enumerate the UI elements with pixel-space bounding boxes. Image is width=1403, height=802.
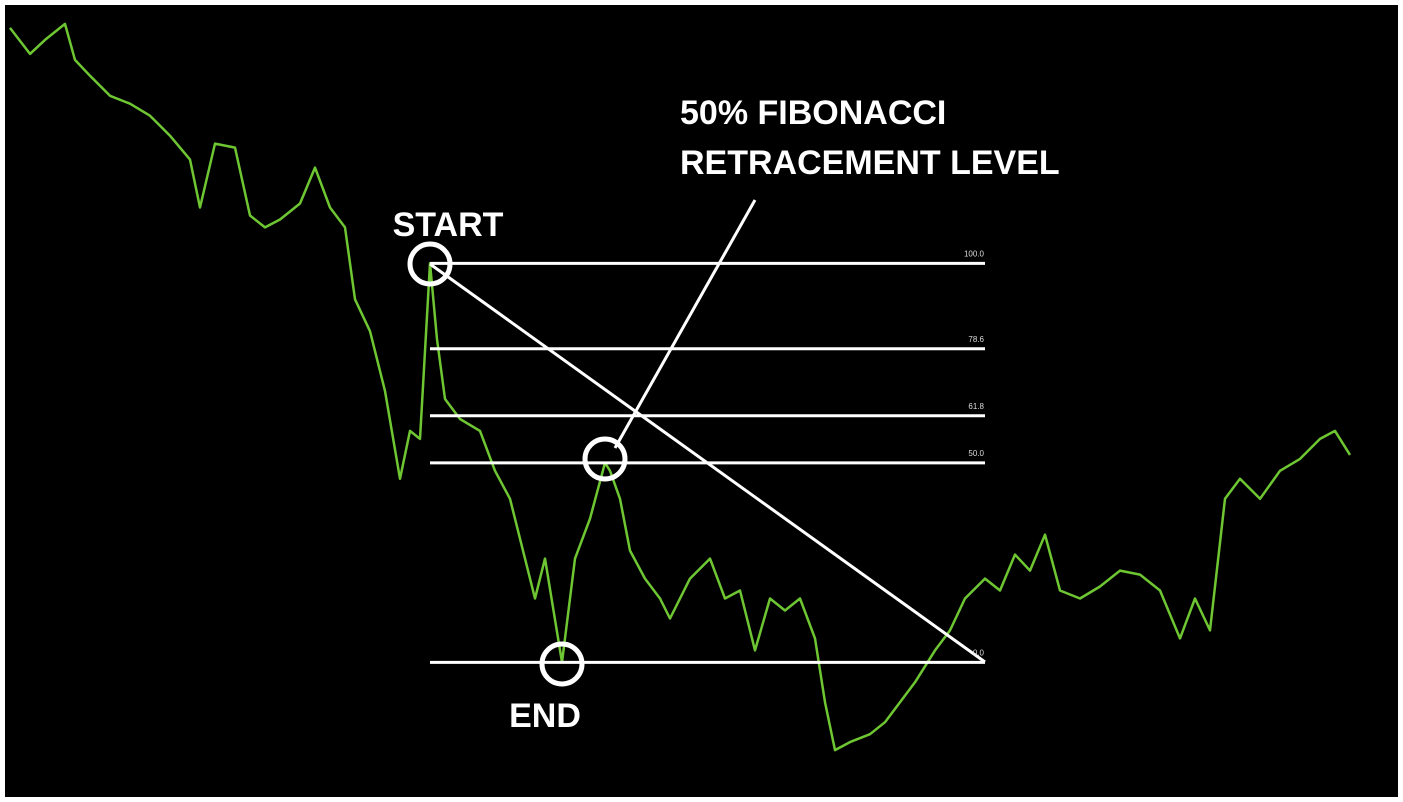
price-line bbox=[9, 22, 1352, 752]
fib-level-label: 100.0 bbox=[964, 249, 985, 258]
start-label: START bbox=[393, 206, 504, 244]
fib-level-label: 50.0 bbox=[968, 449, 984, 458]
background bbox=[5, 5, 1398, 797]
annotation: RETRACEMENT LEVEL bbox=[680, 144, 1060, 182]
fib-level-label: 78.6 bbox=[968, 335, 984, 344]
end-label: END bbox=[509, 697, 581, 735]
retracement-circle bbox=[582, 436, 628, 482]
annotation: 50% FIBONACCI bbox=[680, 94, 946, 132]
marks bbox=[9, 22, 1352, 752]
end-circle bbox=[539, 641, 585, 687]
fib-level-label: 0.0 bbox=[973, 648, 985, 657]
fib-level-label: 61.8 bbox=[968, 402, 984, 411]
pointer-line bbox=[613, 199, 757, 449]
